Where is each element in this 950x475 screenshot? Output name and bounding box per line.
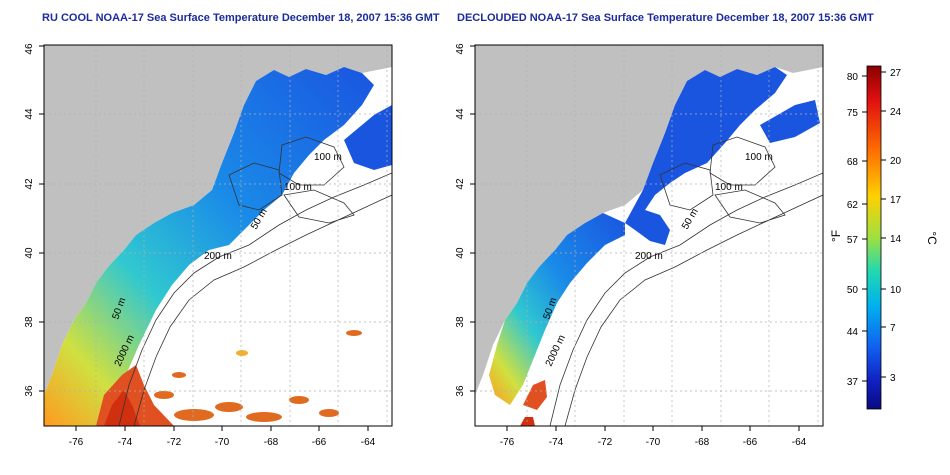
land-mass xyxy=(44,45,392,395)
isobath-contours xyxy=(118,136,392,426)
contour-label: 100 m xyxy=(314,152,342,163)
svg-text:-66: -66 xyxy=(743,437,758,448)
svg-text:36: 36 xyxy=(455,385,466,397)
svg-text:-72: -72 xyxy=(167,437,182,448)
left-map-title: RU COOL NOAA-17 Sea Surface Temperature … xyxy=(42,12,440,24)
svg-text:-68: -68 xyxy=(264,437,279,448)
lon-tick-labels: -76 -74 -72 -70 -68 -66 -64 xyxy=(69,437,376,448)
svg-text:44: 44 xyxy=(24,108,35,120)
contour-label: 100 m xyxy=(745,152,773,163)
right-sst-map: 100 m 100 m 50 m 200 m 50 m 2000 m -76 -… xyxy=(455,43,824,448)
lon-tick-labels: -76 -74 -72 -70 -68 -66 -64 xyxy=(500,437,807,448)
svg-text:-70: -70 xyxy=(646,437,661,448)
svg-text:-74: -74 xyxy=(118,437,133,448)
svg-text:17: 17 xyxy=(890,195,902,206)
svg-text:38: 38 xyxy=(455,316,466,328)
contour-label: 200 m xyxy=(204,251,232,262)
celsius-ticks: 27 24 20 17 14 10 7 3 xyxy=(890,68,902,384)
lat-tick-labels: 36 38 40 42 44 46 xyxy=(24,43,35,397)
svg-text:44: 44 xyxy=(847,327,859,338)
celsius-unit-label: °C xyxy=(925,231,939,245)
svg-text:80: 80 xyxy=(847,72,859,83)
svg-text:20: 20 xyxy=(890,156,902,167)
svg-text:40: 40 xyxy=(455,247,466,259)
map-frame xyxy=(474,44,824,427)
svg-text:27: 27 xyxy=(890,68,902,79)
map-grid xyxy=(475,45,823,426)
fahrenheit-unit-label: °F xyxy=(829,230,843,242)
shelf-water xyxy=(44,67,374,426)
left-sst-map: 100 m 100 m 50 m 200 m 50 m 2000 m -76 -… xyxy=(24,43,393,448)
svg-text:50: 50 xyxy=(847,285,859,296)
svg-text:38: 38 xyxy=(24,316,35,328)
svg-text:68: 68 xyxy=(847,157,859,168)
svg-text:37: 37 xyxy=(847,377,859,388)
svg-text:44: 44 xyxy=(455,108,466,120)
land-mass xyxy=(475,45,823,395)
lat-tick-labels: 36 38 40 42 44 46 xyxy=(455,43,466,397)
svg-text:36: 36 xyxy=(24,385,35,397)
temperature-colorbar: 80 75 68 62 57 50 44 37 27 24 20 17 14 1… xyxy=(829,65,939,410)
svg-text:-66: -66 xyxy=(312,437,327,448)
svg-text:62: 62 xyxy=(847,200,859,211)
svg-text:24: 24 xyxy=(890,107,902,118)
svg-text:75: 75 xyxy=(847,108,859,119)
svg-text:-76: -76 xyxy=(69,437,84,448)
contour-label: 100 m xyxy=(715,182,743,193)
svg-text:14: 14 xyxy=(890,234,902,245)
svg-text:46: 46 xyxy=(455,43,466,55)
svg-text:-64: -64 xyxy=(792,437,807,448)
svg-text:42: 42 xyxy=(455,178,466,190)
svg-text:40: 40 xyxy=(24,247,35,259)
colorbar-gradient xyxy=(866,65,882,410)
svg-text:57: 57 xyxy=(847,235,859,246)
fahrenheit-ticks: 80 75 68 62 57 50 44 37 xyxy=(847,72,859,388)
svg-text:-72: -72 xyxy=(598,437,613,448)
svg-text:42: 42 xyxy=(24,178,35,190)
svg-text:46: 46 xyxy=(24,43,35,55)
isobath-contours xyxy=(549,136,823,426)
svg-text:-76: -76 xyxy=(500,437,515,448)
svg-text:10: 10 xyxy=(890,285,902,296)
map-grid xyxy=(44,45,392,426)
contour-label: 100 m xyxy=(284,182,312,193)
svg-text:-68: -68 xyxy=(695,437,710,448)
right-map-title: DECLOUDED NOAA-17 Sea Surface Temperatur… xyxy=(457,12,874,24)
svg-text:-74: -74 xyxy=(549,437,564,448)
shelf-water xyxy=(625,67,787,245)
map-frame xyxy=(43,44,393,427)
svg-text:7: 7 xyxy=(890,323,896,334)
svg-text:3: 3 xyxy=(890,373,896,384)
svg-text:-64: -64 xyxy=(361,437,376,448)
contour-label: 200 m xyxy=(635,251,663,262)
svg-text:-70: -70 xyxy=(215,437,230,448)
